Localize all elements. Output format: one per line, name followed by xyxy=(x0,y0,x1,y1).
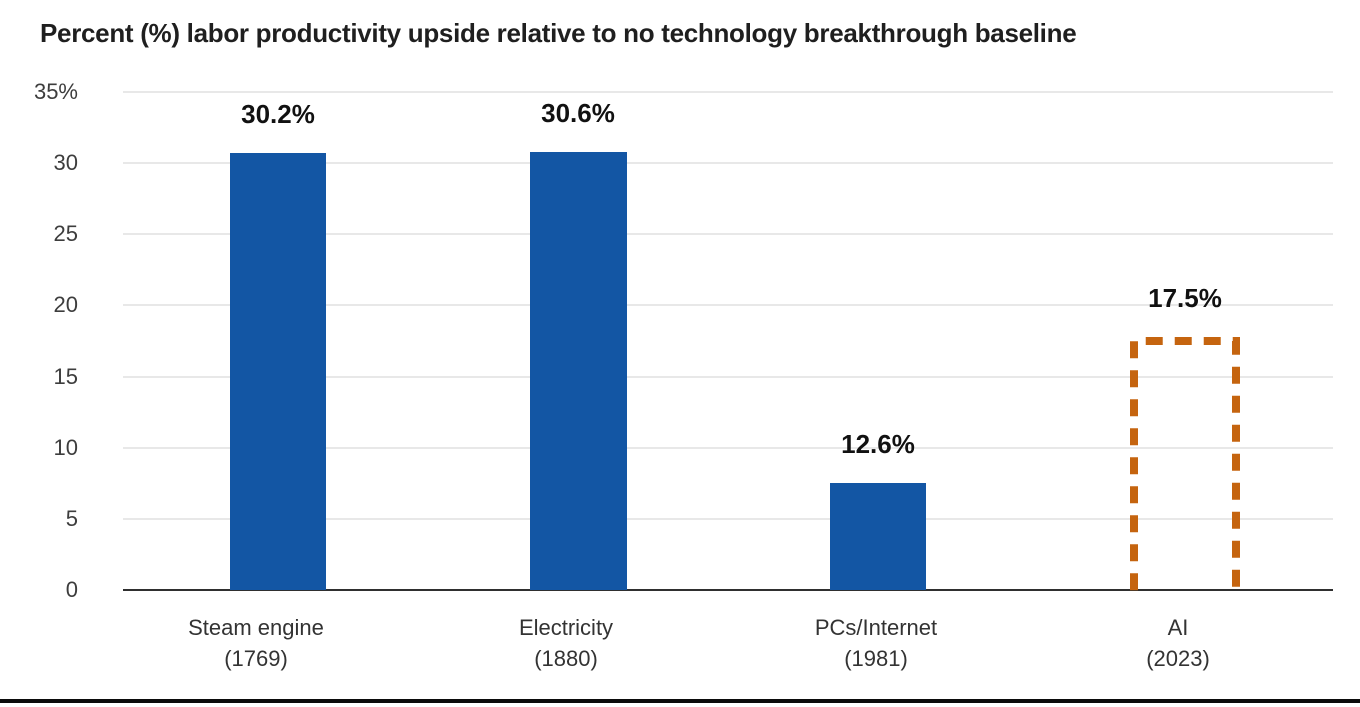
gridline xyxy=(123,233,1333,236)
y-tick-label: 30 xyxy=(53,150,78,176)
projected-bar-outline-ai xyxy=(1130,336,1240,590)
x-axis-line xyxy=(123,589,1333,591)
bar-electricity xyxy=(529,151,627,590)
bottom-rule xyxy=(0,699,1360,703)
x-axis-label-year: (1769) xyxy=(224,646,288,671)
bar-value-label-ai: 17.5% xyxy=(1148,282,1222,313)
x-axis-label-pcs-internet: PCs/Internet (1981) xyxy=(716,612,1036,674)
gridline xyxy=(123,446,1333,449)
y-tick-label: 35% xyxy=(33,79,78,104)
x-axis-label-year: (1880) xyxy=(534,646,598,671)
x-axis-label-ai: AI (2023) xyxy=(1018,612,1338,674)
bar-pcs-internet xyxy=(830,483,926,590)
bar-value-label-steam-engine: 30.2% xyxy=(241,99,315,130)
y-tick-label: 10 xyxy=(53,434,78,460)
bar-value-label-electricity: 30.6% xyxy=(541,97,615,128)
x-axis-label-year: (2023) xyxy=(1146,646,1210,671)
x-axis-label-steam-engine: Steam engine (1769) xyxy=(96,612,416,674)
y-tick-label: 5 xyxy=(65,505,78,531)
x-axis-label-electricity: Electricity (1880) xyxy=(406,612,726,674)
gridline xyxy=(123,375,1333,378)
bar-steam-engine xyxy=(230,153,326,590)
gridline xyxy=(123,162,1333,165)
x-axis-label-name: Steam engine xyxy=(188,615,324,640)
gridline xyxy=(123,304,1333,307)
gridline xyxy=(123,517,1333,520)
x-axis-label-name: PCs/Internet xyxy=(814,615,938,640)
chart-title: Percent (%) labor productivity upside re… xyxy=(40,18,1077,48)
x-axis-label-name: Electricity xyxy=(518,615,614,640)
gridline xyxy=(123,91,1333,93)
x-axis-label-name: AI xyxy=(1167,615,1189,640)
y-tick-label: 15 xyxy=(53,363,78,389)
y-tick-label: 20 xyxy=(53,292,78,318)
y-tick-label: 25 xyxy=(53,221,78,247)
y-tick-label: 0 xyxy=(65,577,78,602)
bar-value-label-pcs-internet: 12.6% xyxy=(841,429,915,460)
x-axis-label-year: (1981) xyxy=(844,646,908,671)
